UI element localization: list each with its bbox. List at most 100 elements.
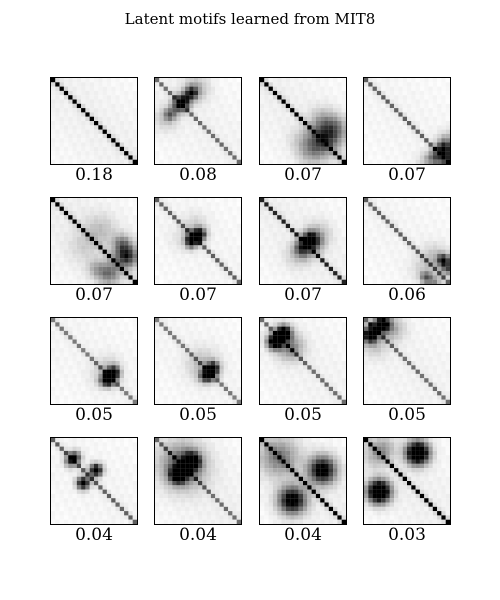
- heatmap-cell: [445, 262, 450, 267]
- heatmap-cell: [102, 219, 107, 224]
- heatmap-cell: [155, 365, 160, 370]
- heatmap-cell: [219, 253, 224, 259]
- heatmap-cell: [402, 219, 408, 224]
- heatmap-cell: [428, 249, 433, 254]
- heatmap-cell: [294, 361, 299, 366]
- heatmap-cell: [381, 369, 386, 374]
- heatmap-cell: [341, 322, 346, 327]
- heatmap-cell: [232, 241, 237, 246]
- heatmap-cell: [176, 219, 181, 224]
- heatmap-cell: [106, 399, 112, 404]
- heatmap-cell: [223, 90, 229, 96]
- heatmap-cell: [55, 86, 60, 91]
- heatmap-cell: [198, 133, 203, 139]
- heatmap-cell: [189, 142, 194, 147]
- heatmap-cell: [76, 108, 82, 113]
- heatmap-cell: [193, 142, 199, 147]
- heatmap-cell: [76, 352, 82, 357]
- heatmap-cell: [206, 82, 211, 87]
- heatmap-cell: [119, 116, 125, 122]
- heatmap-cell: [72, 215, 77, 220]
- heatmap-cell: [51, 116, 56, 122]
- heatmap-cell: [398, 318, 403, 323]
- heatmap-cell: [189, 95, 194, 100]
- heatmap-cell: [76, 318, 82, 323]
- heatmap-cell: [51, 348, 56, 353]
- heatmap-cell: [311, 249, 316, 254]
- heatmap-cell: [381, 228, 386, 233]
- heatmap-cell: [368, 138, 373, 143]
- heatmap-cell: [72, 241, 77, 246]
- heatmap-cell: [381, 125, 386, 130]
- heatmap-cell: [119, 258, 125, 263]
- heatmap-cell: [415, 232, 420, 237]
- heatmap-cell: [76, 159, 82, 164]
- heatmap-cell: [385, 365, 390, 370]
- heatmap-cell: [210, 253, 216, 259]
- heatmap-cell: [189, 103, 194, 109]
- heatmap-cell: [85, 330, 90, 336]
- heatmap-cell: [402, 108, 408, 113]
- heatmap-cell: [85, 125, 90, 130]
- heatmap-cell: [402, 82, 408, 87]
- heatmap-cell: [277, 116, 282, 122]
- heatmap-cell: [72, 266, 77, 272]
- heatmap-cell: [445, 275, 450, 280]
- heatmap-cell: [124, 86, 129, 91]
- heatmap-cell: [81, 219, 86, 224]
- heatmap-cell: [341, 86, 346, 91]
- heatmap-cell: [206, 223, 211, 229]
- heatmap-cell: [180, 262, 186, 267]
- heatmap-cell: [341, 129, 346, 134]
- heatmap-cell: [189, 125, 194, 130]
- heatmap-cell: [206, 322, 211, 327]
- heatmap-cell: [432, 151, 438, 156]
- heatmap-cell: [198, 108, 203, 113]
- heatmap-cell: [445, 146, 450, 152]
- heatmap-cell: [132, 262, 137, 267]
- heatmap-cell: [415, 373, 420, 379]
- heatmap-cell: [189, 330, 194, 336]
- heatmap-cell: [372, 116, 377, 122]
- heatmap-cell: [381, 82, 386, 87]
- heatmap-cell: [132, 82, 137, 87]
- heatmap-cell: [260, 382, 265, 387]
- heatmap-cell: [320, 108, 325, 113]
- heatmap-cell: [189, 82, 194, 87]
- heatmap-cell: [102, 318, 107, 323]
- heatmap-cell: [163, 155, 168, 160]
- heatmap-cell: [385, 78, 390, 83]
- heatmap-cell: [124, 146, 129, 152]
- heatmap-cell: [298, 339, 304, 344]
- heatmap-cell: [59, 121, 64, 126]
- heatmap-cell: [180, 232, 186, 237]
- heatmap-cell: [163, 373, 168, 379]
- heatmap-cell: [51, 121, 56, 126]
- heatmap-cell: [277, 232, 282, 237]
- heatmap-cell: [115, 382, 120, 387]
- heatmap-cell: [389, 330, 395, 336]
- heatmap-cell: [159, 271, 164, 276]
- heatmap-cell: [163, 339, 168, 344]
- heatmap-cell: [89, 339, 95, 344]
- heatmap-cell: [81, 361, 86, 366]
- heatmap-cell: [106, 198, 112, 203]
- heatmap-cell: [290, 82, 295, 87]
- heatmap-cell: [111, 146, 116, 152]
- heatmap-cell: [264, 262, 269, 267]
- heatmap-cell: [376, 241, 382, 246]
- heatmap-cell: [72, 326, 77, 331]
- heatmap-cell: [124, 373, 129, 379]
- heatmap-cell: [223, 138, 229, 143]
- heatmap-cell: [260, 373, 265, 379]
- heatmap-cell: [385, 266, 390, 272]
- heatmap-cell: [398, 228, 403, 233]
- heatmap-cell: [63, 391, 69, 396]
- heatmap-cell: [106, 151, 112, 156]
- heatmap-cell: [210, 365, 216, 370]
- heatmap-cell: [202, 232, 207, 237]
- heatmap-cell: [111, 442, 116, 447]
- heatmap-cell: [260, 151, 265, 156]
- heatmap-cell: [206, 369, 211, 374]
- heatmap-cell: [445, 133, 450, 139]
